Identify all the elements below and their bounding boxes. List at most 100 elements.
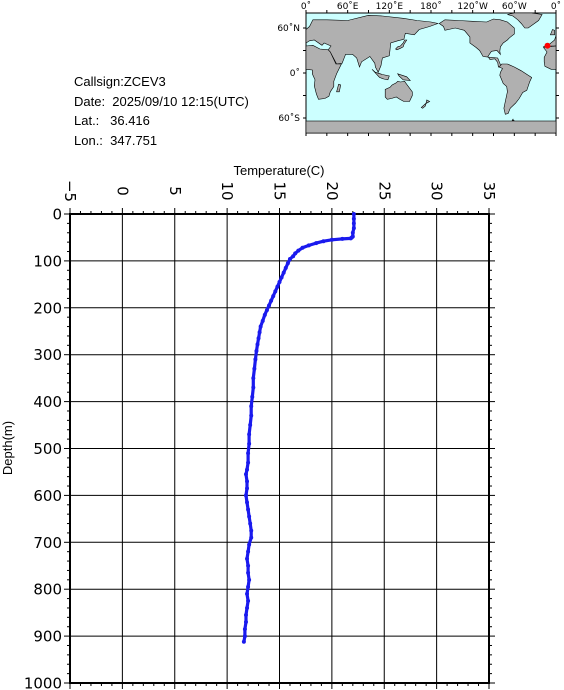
profile-point xyxy=(242,627,247,632)
profile-point xyxy=(296,248,301,253)
profile-point xyxy=(351,212,356,216)
profile-point xyxy=(283,265,288,270)
profile-point xyxy=(264,308,269,313)
profile-point xyxy=(247,432,252,437)
profile-point xyxy=(243,472,248,477)
profile-point xyxy=(247,514,252,519)
profile-point xyxy=(351,226,356,231)
map-landmass xyxy=(305,44,342,100)
map-longitude-labels: 0˚ 60˚E 120˚E 180˚ 120˚W 60˚W 0˚ xyxy=(301,1,561,12)
map-longitude-label: 60˚E xyxy=(337,1,359,12)
profile-point xyxy=(246,584,251,589)
map-landmass xyxy=(396,73,411,81)
x-tick-label: −5 xyxy=(61,180,79,202)
y-tick-label: 700 xyxy=(33,534,62,552)
profile-point xyxy=(249,413,254,418)
profile-point xyxy=(246,507,251,512)
temperature-profile-plot: −5 0 5 10 15 20 25 30 35 0 100 200 300 400 500 600 700 8… xyxy=(0,163,498,690)
profile-point xyxy=(293,251,298,256)
profile-point xyxy=(245,591,250,596)
profile-point xyxy=(250,394,255,399)
map-longitude-label: 0˚ xyxy=(301,1,311,12)
profile-point xyxy=(251,376,256,381)
profile-point xyxy=(260,318,265,323)
profile-point xyxy=(285,261,290,266)
map-landmass xyxy=(498,63,533,115)
profile-point xyxy=(255,342,260,347)
profile-point xyxy=(253,357,258,362)
x-tick-label: 15 xyxy=(271,181,289,200)
profile-point xyxy=(243,612,248,617)
profile-point xyxy=(277,280,282,285)
profile-point xyxy=(257,330,262,335)
station-info: Callsign:ZCEV3 Date: 2025/09/10 12:15(UT… xyxy=(74,72,249,150)
profile-point xyxy=(351,216,356,221)
profile-point xyxy=(245,486,250,491)
profile-point xyxy=(306,243,311,248)
profile-point xyxy=(246,563,251,568)
y-tick-label: 400 xyxy=(33,393,62,411)
map-landmass xyxy=(336,83,342,93)
profile-point xyxy=(314,241,319,246)
map-longitude-label: 120˚W xyxy=(457,1,488,12)
profile-point xyxy=(245,467,250,472)
map-landmass xyxy=(384,80,413,102)
profile-point xyxy=(281,270,286,275)
profile-point xyxy=(241,639,246,644)
profile-point xyxy=(245,500,250,505)
minor-ticks xyxy=(64,208,495,689)
profile-point xyxy=(245,556,250,561)
y-tick-label: 200 xyxy=(33,299,62,317)
profile-point xyxy=(246,460,251,465)
profile-points xyxy=(241,212,356,644)
x-axis-title: Temperature(C) xyxy=(233,163,324,178)
latitude-text: Lat.: 36.416 xyxy=(74,113,150,128)
map-latitude-label: 60˚S xyxy=(278,113,300,124)
profile-point xyxy=(275,284,280,289)
profile-point xyxy=(246,570,251,575)
map-landmass xyxy=(542,45,557,70)
profile-point xyxy=(329,237,334,242)
profile-point xyxy=(248,423,253,428)
x-tick-label: 35 xyxy=(480,181,498,200)
y-axis-title: Depth(m) xyxy=(0,421,15,475)
map-landmass xyxy=(549,29,555,36)
profile-point xyxy=(247,542,252,547)
profile-point xyxy=(291,254,296,259)
station-marker xyxy=(544,42,551,49)
y-tick-label: 100 xyxy=(33,252,62,270)
profile-point xyxy=(271,294,276,299)
x-tick-labels: −5 0 5 10 15 20 25 30 35 xyxy=(61,180,498,202)
profile-point xyxy=(350,230,355,235)
profile-point xyxy=(254,348,259,353)
profile-point xyxy=(351,221,356,226)
profile-point xyxy=(267,303,272,308)
longitude-text: Lon.: 347.751 xyxy=(74,132,158,148)
profile-point xyxy=(245,605,250,610)
y-tick-labels: 0 100 200 300 400 500 600 700 800 900 1000 xyxy=(24,206,62,690)
y-tick-label: 300 xyxy=(33,346,62,364)
map-antarctica xyxy=(305,120,557,134)
world-map: 0˚ 60˚E 120˚E 180˚ 120˚W 60˚W 0˚ 60˚N0˚60˚S xyxy=(277,1,561,136)
profile-point xyxy=(262,312,267,317)
profile-point xyxy=(348,236,353,241)
map-landmass xyxy=(438,18,515,68)
map-landmass xyxy=(395,39,408,51)
profile-point xyxy=(249,535,254,540)
y-tick-label: 900 xyxy=(33,628,62,646)
temperature-profile-line xyxy=(242,214,356,642)
map-longitude-label: 60˚W xyxy=(502,1,527,12)
x-tick-label: 0 xyxy=(113,186,131,196)
profile-point xyxy=(287,257,292,262)
map-latitude-labels: 60˚N 0˚ 60˚S xyxy=(277,23,300,124)
profile-point xyxy=(269,298,274,303)
profile-point xyxy=(247,441,252,446)
profile-point xyxy=(273,289,278,294)
x-tick-label: 20 xyxy=(323,181,341,200)
y-tick-label: 0 xyxy=(52,206,62,224)
y-tick-label: 600 xyxy=(33,487,62,505)
profile-point xyxy=(256,336,261,341)
profile-point xyxy=(243,493,248,498)
profile-point xyxy=(243,620,248,625)
